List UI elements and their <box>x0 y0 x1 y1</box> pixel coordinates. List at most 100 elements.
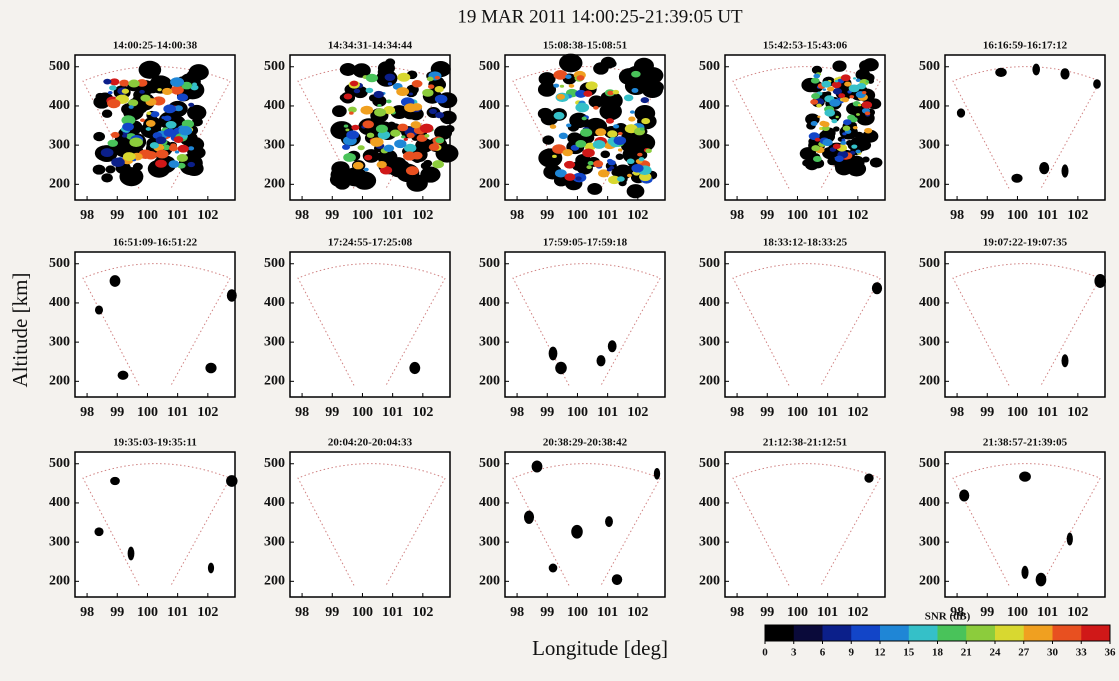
echo-blob <box>343 93 353 100</box>
echo-blob <box>831 81 842 89</box>
echo-blob <box>105 165 116 174</box>
echo-blob <box>849 95 855 99</box>
echo-blob <box>857 103 862 107</box>
y-tick-label: 500 <box>699 256 720 271</box>
echo-blob <box>187 161 196 168</box>
x-tick-label: 102 <box>1067 208 1088 223</box>
echo-blob <box>626 158 635 165</box>
y-tick-label: 200 <box>479 374 500 389</box>
echo-blob <box>559 84 565 88</box>
echo-blob <box>808 80 824 93</box>
x-tick-label: 100 <box>567 605 588 620</box>
echo-blob <box>580 128 593 137</box>
x-tick-label: 98 <box>730 208 744 223</box>
y-tick-label: 200 <box>264 374 285 389</box>
echo-dot <box>571 524 583 539</box>
x-tick-label: 99 <box>325 405 339 420</box>
y-tick-label: 300 <box>699 334 720 349</box>
echo-blob <box>109 78 120 86</box>
echo-blob <box>178 125 193 136</box>
echo-blob <box>802 159 812 167</box>
echo-blob <box>188 64 209 81</box>
echo-dot <box>611 574 623 585</box>
echo-blob <box>428 143 440 151</box>
x-tick-label: 101 <box>817 605 838 620</box>
echo-blob <box>107 139 118 147</box>
echo-blob <box>176 154 188 162</box>
echo-blob <box>408 92 413 96</box>
x-tick-label: 101 <box>1037 208 1058 223</box>
echo-blob <box>838 93 846 99</box>
echo-blob <box>403 137 408 141</box>
echo-blob <box>607 130 618 138</box>
y-tick-label: 300 <box>479 534 500 549</box>
echo-blob <box>587 160 594 166</box>
colorbar-cell <box>851 625 881 641</box>
echo-blob <box>811 93 820 100</box>
x-tick-label: 98 <box>950 605 964 620</box>
y-tick-label: 500 <box>479 256 500 271</box>
echo-blob <box>162 87 173 95</box>
x-tick-label: 102 <box>1067 605 1088 620</box>
echo-blob <box>575 176 582 181</box>
echo-blob <box>388 159 411 178</box>
echo-blob <box>810 121 818 126</box>
y-tick-label: 300 <box>919 137 940 152</box>
echo-blob <box>357 145 365 151</box>
echo-blob <box>383 106 396 115</box>
colorbar-tick-label: 15 <box>903 647 915 659</box>
echo-blob <box>435 111 445 119</box>
echo-blob <box>634 104 656 122</box>
echo-blob <box>353 88 361 94</box>
colorbar-cell <box>908 625 938 641</box>
y-tick-label: 200 <box>49 574 70 589</box>
echo-blob <box>813 73 821 79</box>
panel-title: 17:59:05-17:59:18 <box>543 237 628 249</box>
panel-title: 16:51:09-16:51:22 <box>113 237 198 249</box>
x-tick-label: 101 <box>167 605 188 620</box>
x-tick-label: 101 <box>1037 605 1058 620</box>
y-axis-label: Altitude [km] <box>8 273 32 388</box>
echo-dot <box>1039 161 1050 175</box>
echo-blob <box>346 130 359 140</box>
colorbar-cell <box>793 625 823 641</box>
echo-blob <box>93 95 111 109</box>
x-tick-label: 102 <box>197 405 218 420</box>
x-tick-label: 100 <box>352 208 373 223</box>
echo-blob <box>377 103 382 107</box>
echo-blob <box>843 119 852 126</box>
echo-blob <box>149 142 159 149</box>
echo-blob <box>111 157 125 167</box>
echo-blob <box>410 121 421 129</box>
x-tick-label: 100 <box>352 605 373 620</box>
echo-dot <box>94 527 104 537</box>
echo-blob <box>556 93 566 100</box>
echo-dot <box>653 467 661 480</box>
echo-blob <box>612 89 620 95</box>
echo-blob <box>817 115 821 118</box>
echo-blob <box>537 107 553 120</box>
echo-blob <box>101 173 113 183</box>
echo-blob <box>429 108 437 114</box>
echo-blob <box>343 152 356 162</box>
x-tick-label: 101 <box>1037 405 1058 420</box>
echo-blob <box>348 106 357 113</box>
echo-dot <box>871 282 883 295</box>
x-tick-label: 99 <box>325 605 339 620</box>
echo-blob <box>631 88 639 93</box>
x-tick-label: 100 <box>1007 605 1028 620</box>
echo-blob <box>588 95 605 108</box>
x-tick-label: 98 <box>730 405 744 420</box>
echo-blob <box>397 123 409 132</box>
echo-blob <box>552 144 566 154</box>
x-tick-label: 100 <box>137 208 158 223</box>
echo-blob <box>121 134 128 138</box>
echo-dot <box>995 67 1007 78</box>
panel-title: 16:16:59-16:17:12 <box>983 40 1068 52</box>
panel-title: 14:34:31-14:34:44 <box>328 40 413 52</box>
echo-blob <box>629 110 635 114</box>
echo-blob <box>816 103 822 108</box>
y-tick-label: 200 <box>49 177 70 192</box>
x-tick-label: 98 <box>510 405 524 420</box>
